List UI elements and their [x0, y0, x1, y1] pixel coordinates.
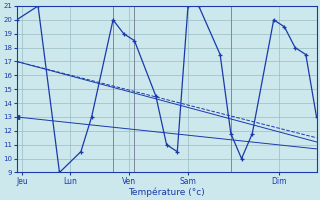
- X-axis label: Température (°c): Température (°c): [128, 187, 205, 197]
